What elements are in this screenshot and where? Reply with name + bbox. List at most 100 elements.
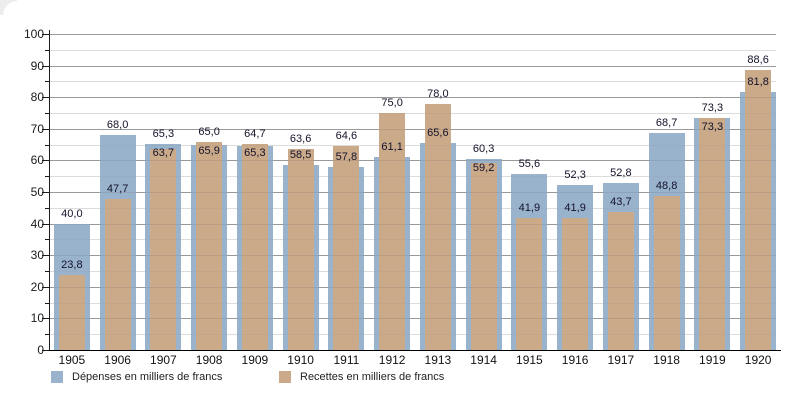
y-axis-major-tick (42, 350, 49, 351)
gridline-overlay (50, 207, 776, 209)
bar-recettes-1909 (241, 143, 268, 350)
gridline-overlay (50, 318, 776, 320)
minor-gridline (50, 334, 776, 336)
y-axis-tick-label: 80 (30, 90, 44, 105)
value-label-recettes-1916: 41,9 (564, 201, 586, 214)
x-axis-label-1911: 1911 (333, 353, 360, 367)
y-axis-major-tick (42, 286, 49, 288)
depenses-legend-swatch (51, 371, 63, 383)
major-gridline (50, 223, 776, 225)
y-axis-major-tick (42, 255, 49, 257)
value-label-recettes-1910: 63,6 (289, 133, 312, 146)
x-axis-label-1907: 1907 (150, 353, 177, 367)
x-axis-label-1918: 1918 (653, 353, 680, 367)
recettes-legend-swatch (279, 371, 291, 383)
bar-recettes-1917 (607, 211, 634, 350)
value-label-depenses-1920: 81,8 (747, 75, 769, 88)
minor-gridline (50, 302, 776, 304)
y-axis-minor-tick (45, 176, 49, 178)
minor-gridline (50, 113, 776, 114)
bar-recettes-1914 (470, 162, 497, 350)
x-axis-label-1913: 1913 (424, 353, 452, 367)
bar-recettes-1908 (196, 141, 223, 350)
gridline-overlay (50, 128, 776, 130)
gridline-overlay (50, 49, 776, 51)
major-gridline (50, 192, 776, 193)
value-label-depenses-1906: 68,0 (106, 119, 129, 132)
major-gridline (50, 97, 776, 99)
major-gridline (50, 128, 776, 130)
value-label-recettes-1919: 73,3 (701, 121, 724, 134)
major-gridline (50, 160, 776, 162)
depenses-legend-label: Dépenses en milliers de francs (72, 371, 223, 383)
value-label-depenses-1917: 52,8 (610, 167, 632, 180)
value-label-depenses-1913: 65,6 (427, 126, 449, 139)
value-label-recettes-1914: 59,2 (472, 162, 495, 175)
y-axis-line (49, 30, 50, 350)
y-axis-minor-tick (45, 113, 49, 114)
value-label-recettes-1915: 41,9 (518, 201, 541, 214)
minor-gridline (50, 144, 776, 146)
value-label-recettes-1918: 48,8 (655, 179, 678, 192)
value-label-depenses-1919: 73,3 (701, 102, 724, 115)
x-axis-label-1906: 1906 (104, 353, 131, 367)
x-axis-label-1919: 1919 (699, 353, 726, 367)
major-gridline (50, 318, 776, 320)
y-axis-minor-tick (45, 271, 49, 272)
bar-recettes-1912 (379, 113, 406, 350)
y-axis-minor-tick (45, 302, 49, 304)
value-label-depenses-1905: 40,0 (61, 207, 83, 220)
gridline-overlay (50, 34, 776, 35)
y-axis-major-tick (42, 97, 49, 99)
gridline-overlay (50, 144, 776, 146)
y-axis-tick-label: 20 (30, 279, 44, 294)
major-gridline (50, 255, 776, 257)
y-axis-minor-tick (45, 144, 49, 146)
gridline-overlay (50, 97, 776, 99)
value-label-depenses-1914: 60,3 (472, 143, 495, 156)
x-axis-label-1905: 1905 (58, 353, 86, 367)
x-axis-label-1917: 1917 (607, 353, 635, 367)
gridline-overlay (50, 113, 776, 114)
y-axis-major-tick (42, 128, 49, 130)
y-axis-minor-tick (45, 239, 49, 241)
gridline-overlay (50, 223, 776, 225)
minor-gridline (50, 176, 776, 178)
major-gridline (50, 286, 776, 288)
value-label-depenses-1918: 68,7 (655, 116, 678, 129)
value-label-recettes-1907: 63,7 (152, 146, 175, 159)
value-label-recettes-1905: 23,8 (61, 258, 83, 271)
bar-recettes-1915 (516, 217, 543, 350)
y-axis-major-tick (42, 318, 49, 320)
major-gridline (50, 65, 776, 67)
value-label-depenses-1911: 57,8 (335, 151, 358, 164)
y-axis-tick-label: 0 (37, 343, 44, 357)
minor-gridline (50, 239, 776, 241)
y-axis-tick-label: 90 (30, 58, 44, 73)
legend-item-recettes: Recettes en milliers de francs (279, 371, 444, 383)
bar-recettes-1918 (653, 195, 680, 350)
y-axis-tick-label: 100 (23, 27, 44, 41)
gridline-overlay (50, 239, 776, 241)
bar-recettes-1916 (562, 217, 589, 350)
value-label-depenses-1915: 55,6 (518, 158, 541, 171)
value-label-depenses-1907: 65,3 (152, 127, 175, 140)
x-axis-label-1916: 1916 (561, 353, 589, 367)
value-label-recettes-1908: 65,9 (198, 144, 220, 157)
major-gridline (50, 34, 776, 35)
minor-gridline (50, 271, 776, 272)
gridline-overlay (50, 286, 776, 288)
gridline-overlay (50, 65, 776, 67)
recettes-legend-label: Recettes en milliers de francs (300, 371, 445, 383)
y-axis-major-tick (42, 223, 49, 225)
bar-recettes-1911 (333, 145, 360, 350)
gridline-overlay (50, 160, 776, 162)
y-axis-minor-tick (45, 81, 49, 83)
gridline-overlay (50, 192, 776, 193)
value-label-depenses-1916: 52,3 (564, 168, 586, 181)
gridline-overlay (50, 176, 776, 178)
value-label-recettes-1913: 78,0 (427, 87, 449, 100)
y-axis-minor-tick (45, 49, 49, 51)
y-axis-tick-label: 50 (30, 185, 44, 199)
